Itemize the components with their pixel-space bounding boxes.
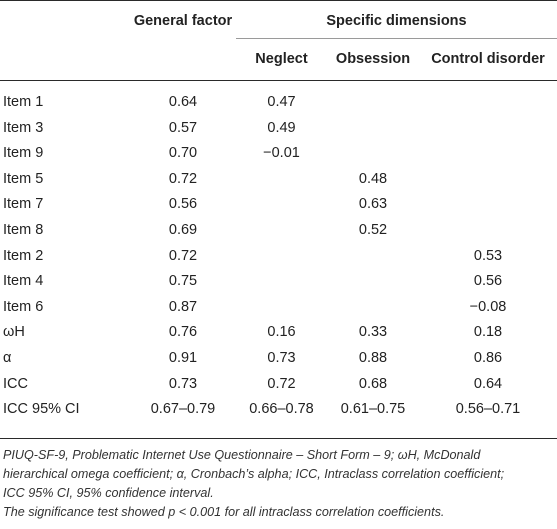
table-cell: 0.33 bbox=[358, 324, 388, 340]
table-cell: 0.70 bbox=[168, 145, 198, 161]
row-label: Item 2 bbox=[3, 248, 44, 264]
table-cell: 0.68 bbox=[358, 376, 388, 392]
table-cell: 0.56 bbox=[473, 273, 503, 289]
footnote-line: PIUQ-SF-9, Problematic Internet Use Ques… bbox=[3, 448, 481, 462]
row-label: α bbox=[3, 350, 12, 366]
table-cell: −0.01 bbox=[263, 145, 300, 161]
row-label: Item 8 bbox=[3, 222, 44, 238]
table-cell: 0.52 bbox=[358, 222, 388, 238]
table-cell: 0.47 bbox=[267, 94, 296, 110]
table-cell: 0.61–0.75 bbox=[340, 401, 406, 417]
row-label: ωH bbox=[3, 324, 25, 340]
row-label: ICC bbox=[3, 376, 28, 392]
table-cell: 0.66–0.78 bbox=[249, 401, 314, 417]
table-cell: 0.56–0.71 bbox=[455, 401, 521, 417]
table-cell: −0.08 bbox=[469, 299, 507, 315]
table-cell: 0.88 bbox=[358, 350, 388, 366]
specific-dimensions-rule bbox=[236, 38, 557, 39]
table-cell: 0.86 bbox=[473, 350, 503, 366]
row-label: Item 9 bbox=[3, 145, 44, 161]
table-cell: 0.63 bbox=[358, 196, 388, 212]
table-cell: 0.18 bbox=[473, 324, 503, 340]
table-cell: 0.72 bbox=[267, 376, 296, 392]
header-specific-dimensions: Specific dimensions bbox=[326, 13, 467, 29]
table-cell: 0.87 bbox=[168, 299, 198, 315]
table-cell: 0.75 bbox=[168, 273, 198, 289]
table-cell: 0.57 bbox=[168, 120, 198, 136]
table-cell: 0.76 bbox=[168, 324, 198, 340]
table-cell: 0.91 bbox=[168, 350, 198, 366]
table-cell: 0.72 bbox=[168, 171, 198, 187]
table-cell: 0.53 bbox=[473, 248, 503, 264]
row-label: Item 7 bbox=[3, 196, 44, 212]
top-rule bbox=[0, 0, 557, 1]
header-general-factor: General factor bbox=[133, 13, 233, 29]
table-cell: 0.64 bbox=[473, 376, 503, 392]
footnote-line: hierarchical omega coefficient; α, Cronb… bbox=[3, 467, 505, 481]
table-cell: 0.67–0.79 bbox=[150, 401, 216, 417]
table-cell: 0.73 bbox=[168, 376, 198, 392]
table-cell: 0.72 bbox=[168, 248, 198, 264]
table-cell: 0.69 bbox=[168, 222, 198, 238]
footnote-line: ICC 95% CI, 95% confidence interval. bbox=[3, 486, 214, 500]
table-cell: 0.73 bbox=[267, 350, 296, 366]
row-label: ICC 95% CI bbox=[3, 401, 80, 417]
table-cell: 0.64 bbox=[168, 94, 198, 110]
row-label: Item 3 bbox=[3, 120, 44, 136]
header-control-disorder: Control disorder bbox=[431, 51, 545, 67]
header-rule bbox=[0, 80, 557, 81]
footnote-line: The significance test showed p < 0.001 f… bbox=[3, 505, 445, 519]
bottom-rule bbox=[0, 438, 557, 439]
footnote: PIUQ-SF-9, Problematic Internet Use Ques… bbox=[3, 446, 555, 522]
row-label: Item 4 bbox=[3, 273, 44, 289]
table-cell: 0.56 bbox=[168, 196, 198, 212]
table-cell: 0.49 bbox=[267, 120, 296, 136]
row-label: Item 5 bbox=[3, 171, 44, 187]
row-label: Item 6 bbox=[3, 299, 44, 315]
table-cell: 0.16 bbox=[267, 324, 296, 340]
header-neglect: Neglect bbox=[255, 51, 308, 67]
row-label: Item 1 bbox=[3, 94, 44, 110]
header-obsession: Obsession bbox=[335, 51, 411, 67]
table-cell: 0.48 bbox=[358, 171, 388, 187]
